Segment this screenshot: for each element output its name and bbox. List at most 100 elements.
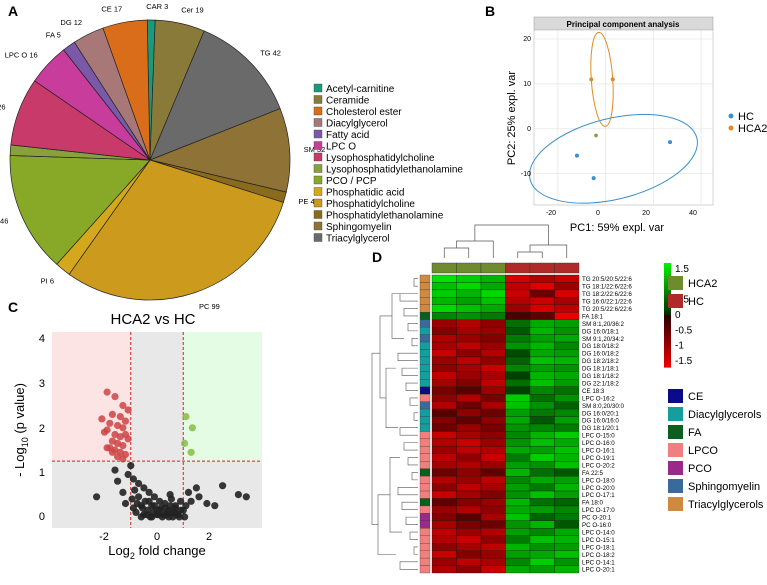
heatmap-cell [554,483,580,492]
heatmap-cell [554,297,580,305]
pca-ytick-10: 10 [523,81,531,88]
pie-legend-label: LPC O [326,142,356,153]
heatmap-cell [431,349,457,358]
heatmap-row-label: LPC O-20:1 [582,567,615,574]
heatmap-cell [505,468,531,477]
heatmap-cell [431,505,457,514]
volcano-point-ns [187,497,195,505]
heatmap-row-label: DG 16:0/18:1 [582,328,619,335]
volcano-point-down [103,388,111,396]
heatmap-cell [480,356,506,365]
heatmap-cell [456,475,482,484]
heatmap-cell [505,304,531,313]
heatmap-cell [431,408,457,417]
volcano-point-down [100,428,109,436]
heatmap-cell [505,319,531,328]
heatmap-row-label: CE 18:3 [582,388,605,395]
pie-legend-swatch [313,187,323,196]
heatmap-cell [431,341,457,350]
heatmap-cell [431,364,457,372]
heatmap-cell [456,461,482,469]
volcano-xtick-0: 0 [154,531,160,543]
volcano-point-ns [150,493,158,501]
heatmap-cell [431,394,457,402]
heatmap-cell [431,528,457,536]
heatmap-row-label: TG 18:1/22:6/22:6 [582,284,632,291]
heatmap-row-label: DG 18:1/18:2 [582,373,619,380]
heatmap-cell [505,364,531,372]
heatmap-cell [529,319,555,328]
heatmap-cell [554,341,580,350]
heatmap-cell [431,282,457,291]
volcano-point-ns [128,495,136,503]
volcano-point-up [181,439,189,447]
pca-point-hca2 [589,77,594,82]
heatmap-cell [431,453,457,462]
heatmap-scale-segment [664,354,671,358]
heatmap-row-label: LPC O-16:0 [582,440,615,447]
heatmap-cell [554,490,580,499]
heatmap-row-label: FA 18:1 [582,313,604,320]
heatmap-scale-tick: -1 [675,341,684,352]
volcano-region-up [183,332,262,462]
heatmap-row-label: FA 22:5 [582,470,604,477]
heatmap-row-label: LPC O-18:1 [582,544,615,551]
heatmap-cell [480,423,506,432]
heatmap-scale-segment [664,291,671,295]
heatmap-cell [480,349,506,358]
heatmap-cell [480,483,506,492]
volcano-point-ns [119,488,127,496]
heatmap-cell [480,550,506,559]
heatmap-cell [431,550,457,559]
pie-legend-label: Sphingomyelin [326,222,392,233]
volcano-point-ns [145,488,153,496]
heatmap-class-cell-lpco [419,394,431,402]
heatmap-cell [480,364,506,372]
heatmap-cell [554,423,580,432]
volcano-xtick-minus2: -2 [99,531,109,543]
heatmap-row-label: SM 8:1,20/36:2 [582,321,625,328]
heatmap-class-legend-swatch [668,461,683,475]
heatmap-cell [456,535,482,544]
heatmap-cell [431,483,457,492]
heatmap-cell [431,565,457,574]
heatmap-cell [529,341,555,350]
volcano-point-ns [129,504,137,512]
heatmap-cell [505,282,531,291]
heatmap-cell [529,461,555,469]
pca-legend-hc-marker [728,113,734,119]
heatmap-class-cell-dg [419,408,431,417]
heatmap-row-label: LPC O-19:1 [582,455,615,462]
heatmap-cell [480,341,506,350]
heatmap-cell [505,557,531,566]
heatmap-cell [554,394,580,402]
heatmap-class-legend-swatch [668,497,683,511]
heatmap-class-cell-lpco [419,461,431,469]
heatmap-row-labels: TG 20:5/20:5/22:6TG 18:1/22:6/22:6TG 18:… [582,276,632,574]
heatmap-row-label: LPC O-16:1 [582,448,615,455]
heatmap-class-cell-ce [419,386,431,395]
heatmap-row-label: TG 18:2/22:6/22:6 [582,291,632,298]
heatmap-cell [480,505,506,514]
heatmap-cell [456,319,482,328]
heatmap-cell [529,431,555,440]
heatmap-cell [480,408,506,417]
heatmap-cell [456,394,482,402]
heatmap-cell [480,535,506,544]
heatmap-scale-segment [664,283,671,287]
pca-xtick-40: 40 [689,210,697,217]
heatmap-scale-segment [664,330,671,334]
heatmap-scale-segment [664,268,671,272]
heatmap-column-dendrogram [443,247,470,258]
heatmap-class-cell-lpco [419,550,431,559]
heatmap-scale-segment [664,325,671,329]
heatmap-cell [480,386,506,395]
heatmap-cell [431,326,457,335]
heatmap-class-legend-label: FA [688,427,702,439]
heatmap-scale-segment [664,320,671,324]
heatmap-cell [529,423,555,432]
heatmap-class-cell-lpco [419,431,431,440]
pie-legend-label: Ceramide [326,96,370,107]
heatmap-cell [505,475,531,484]
heatmap-cell [529,401,555,410]
